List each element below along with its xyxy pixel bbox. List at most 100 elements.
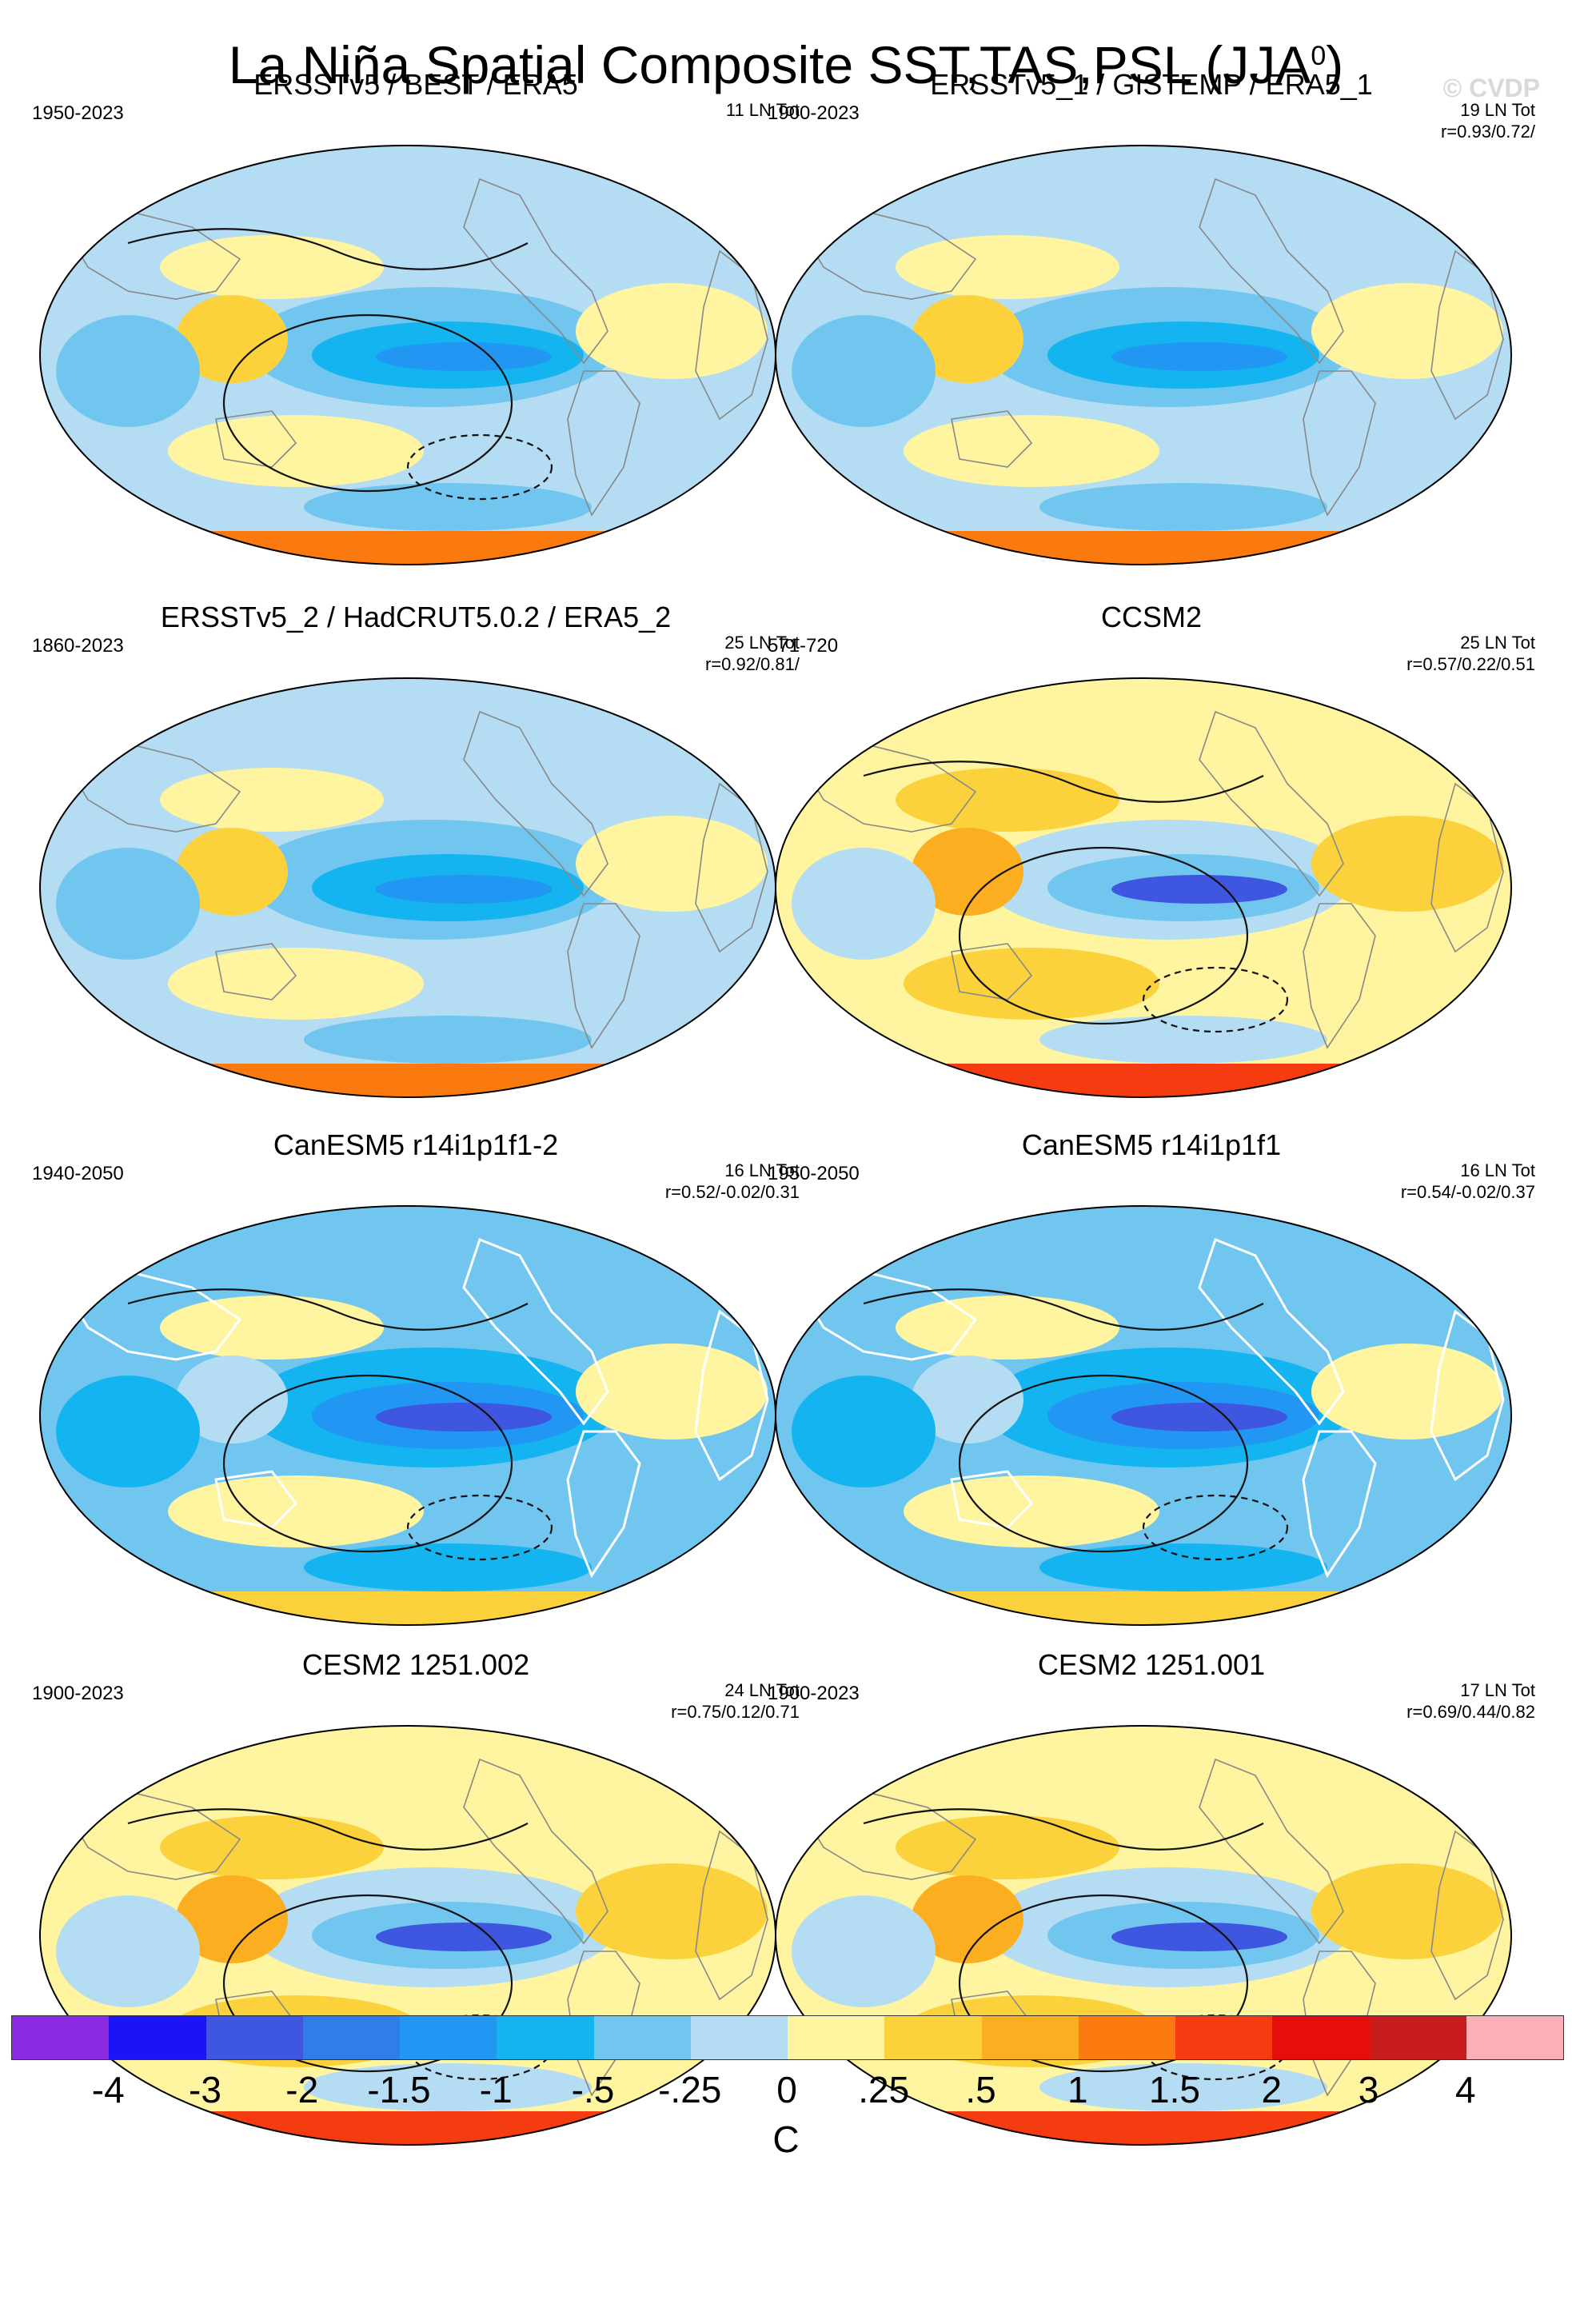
panel-years: 1950-2050 [768, 1163, 860, 1184]
atlantic-anomaly [576, 1863, 768, 1959]
colorbar-segment [690, 2016, 788, 2059]
psl-contour-negative [406, 1494, 553, 1561]
psl-contour [863, 1288, 1264, 1331]
cvdp-watermark: © CVDP [1442, 74, 1540, 102]
panel-stats: 19 LN Tot r=0.93/0.72/ [1441, 99, 1535, 142]
maritime-warm [912, 1356, 1023, 1444]
colorbar-segment [1175, 2016, 1273, 2059]
panel-stats: 11 LN Tot [726, 99, 800, 121]
colorbar [11, 2015, 1564, 2060]
event-count: 25 LN Tot [1460, 633, 1535, 653]
atlantic-anomaly [576, 283, 768, 379]
event-count: 16 LN Tot [724, 1160, 800, 1180]
colorbar-tick-label: -.25 [658, 2069, 722, 2110]
psl-contour [127, 228, 529, 270]
psl-contour [958, 1374, 1249, 1553]
colorbar-segment [1369, 2016, 1466, 2059]
robinson-map [775, 1205, 1512, 1626]
indian-ocean-anomaly [792, 848, 936, 960]
equatorial-cold-core [1111, 875, 1287, 904]
maritime-warm [176, 828, 288, 916]
southern-ocean-anomaly [304, 483, 592, 531]
equatorial-cold-core [376, 875, 552, 904]
map-panel: CCSM2 571-720 25 LN Tot r=0.57/0.22/0.51 [768, 600, 1535, 1112]
colorbar-segment [593, 2016, 691, 2059]
southern-ocean-anomaly [304, 1016, 592, 1064]
map-border [775, 677, 1512, 1098]
north-pacific-warm [160, 768, 384, 832]
continent-outline [215, 410, 297, 468]
psl-contour [863, 761, 1264, 803]
pattern-correlation: r=0.93/0.72/ [1440, 122, 1535, 142]
colorbar-tick-label: 2 [1261, 2069, 1283, 2110]
pattern-correlation: r=0.54/-0.02/0.37 [1400, 1182, 1535, 1202]
continent-outline [1199, 178, 1344, 365]
equatorial-cold-core [1111, 342, 1287, 371]
maritime-warm [912, 828, 1023, 916]
panel-years: 571-720 [768, 635, 839, 657]
panel-stats: 25 LN Tot r=0.57/0.22/0.51 [1406, 632, 1535, 675]
map-panel: CESM2 1251.001 1900-2023 17 LN Tot r=0.69/0… [768, 1647, 1535, 2159]
south-pacific-warm [904, 1475, 1159, 1547]
psl-contour [958, 846, 1249, 1025]
continent-outline [1303, 1951, 1376, 2097]
north-pacific-warm [160, 1815, 384, 1879]
continent-outline [951, 943, 1033, 1000]
continent-outline [462, 1238, 609, 1426]
colorbar-ticks: -4 -3 -2 -1.5 -1 -.5 -.25 0 .25 .5 1 1.5 2 3 4 [11, 2068, 1562, 2116]
event-count: 16 LN Tot [1460, 1160, 1535, 1180]
continent-outline [798, 743, 977, 833]
continent-outline [1198, 1238, 1345, 1426]
colorbar-segment [109, 2016, 206, 2059]
continent-outline [1303, 370, 1376, 517]
pattern-correlation: r=0.57/0.22/0.51 [1406, 654, 1535, 674]
colorbar-segment [1078, 2016, 1175, 2059]
indian-ocean-anomaly [56, 848, 200, 960]
panel-years: 1940-2050 [32, 1163, 124, 1184]
atlantic-anomaly [1311, 816, 1503, 912]
colorbar-tick-label: -1.5 [367, 2069, 431, 2110]
panel-years: 1900-2023 [768, 1683, 860, 1704]
north-pacific-warm [160, 235, 384, 299]
continent-outline [463, 178, 608, 365]
north-pacific-warm [896, 1815, 1119, 1879]
pattern-correlation: r=0.92/0.81/ [704, 654, 800, 674]
robinson-map [39, 1205, 776, 1626]
psl-contour [127, 1288, 529, 1331]
colorbar-tick-label: 1.5 [1149, 2069, 1200, 2110]
robinson-map [39, 677, 776, 1098]
map-panel: CanESM5 r14i1p1f1 1950-2050 16 LN Tot r=0.5… [768, 1128, 1535, 1639]
continent-outline [1199, 1758, 1344, 1945]
south-pacific-warm [904, 948, 1159, 1020]
colorbar-tick-label: 0 [776, 2069, 797, 2110]
atlantic-anomaly [576, 816, 768, 912]
southern-ocean-anomaly [1039, 483, 1327, 531]
panel-years: 1950-2023 [32, 102, 124, 124]
colorbar-tick-label: -3 [189, 2069, 221, 2110]
panel-title: CESM2 1251.002 [301, 1648, 530, 1681]
southern-ocean-anomaly [1039, 1543, 1327, 1591]
robinson-map [39, 145, 776, 565]
continent-outline [567, 903, 640, 1049]
indian-ocean-anomaly [56, 315, 200, 427]
north-pacific-warm [160, 1296, 384, 1360]
continent-outline [214, 1470, 297, 1529]
southern-ocean-anomaly [1039, 1016, 1327, 1064]
equatorial-cold-core [376, 1403, 552, 1432]
psl-contour-negative [406, 433, 553, 501]
colorbar-tick-label: .5 [965, 2069, 996, 2110]
psl-contour [222, 1374, 513, 1553]
continent-outline [463, 710, 608, 897]
continent-outline [62, 1791, 241, 1880]
continent-outline [798, 1791, 977, 1880]
colorbar-segment [302, 2016, 400, 2059]
indian-ocean-anomaly [792, 1376, 936, 1487]
psl-contour-negative [1142, 1494, 1289, 1561]
robinson-map [775, 1725, 1512, 2146]
panel-title: CanESM5 r14i1p1f1 [1021, 1128, 1282, 1161]
pattern-correlation: r=0.52/-0.02/0.31 [664, 1182, 800, 1202]
map-border [775, 1725, 1512, 2146]
event-count: 25 LN Tot [724, 633, 800, 653]
south-pacific-warm [168, 948, 424, 1020]
robinson-map [39, 1725, 776, 2146]
